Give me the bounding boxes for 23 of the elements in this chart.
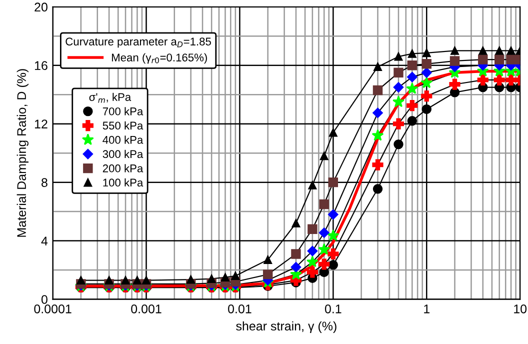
legend-label: 700 kPa bbox=[102, 107, 144, 116]
x-axis-title: shear strain, γ (%) bbox=[236, 321, 336, 333]
y-tick-label: 12 bbox=[34, 120, 48, 128]
legend-label: 100 kPa bbox=[103, 178, 144, 187]
legend-title: σ'$_{m}$, kPa bbox=[89, 92, 132, 103]
legend-label: 300 kPa bbox=[102, 150, 144, 158]
y-tick-label: 16 bbox=[34, 61, 48, 70]
x-tick-label: 10 bbox=[514, 304, 527, 314]
x-tick-label: 0.001 bbox=[131, 304, 162, 314]
annotation: Curvature parameter a$_{D}$=1.85 bbox=[66, 38, 211, 48]
y-axis-title: Material Damping Ratio, D (%) bbox=[16, 69, 28, 237]
y-tick-label: 8 bbox=[42, 178, 48, 187]
legend-label: 200 kPa bbox=[102, 164, 144, 172]
y-tick-label: 4 bbox=[41, 236, 48, 246]
x-tick-label: 1 bbox=[424, 304, 430, 314]
legend-label: 400 kPa bbox=[102, 136, 144, 144]
x-tick-label: 0.0001 bbox=[34, 304, 72, 314]
legend-label: 550 kPa bbox=[102, 121, 144, 130]
y-tick-label: 20 bbox=[34, 2, 48, 12]
x-tick-label: 0.1 bbox=[324, 304, 342, 314]
legend-label: Mean (γ$_{r0}$=0.165%) bbox=[112, 53, 207, 64]
y-tick-label: 0 bbox=[41, 295, 48, 304]
x-tick-label: 0.01 bbox=[228, 304, 252, 314]
